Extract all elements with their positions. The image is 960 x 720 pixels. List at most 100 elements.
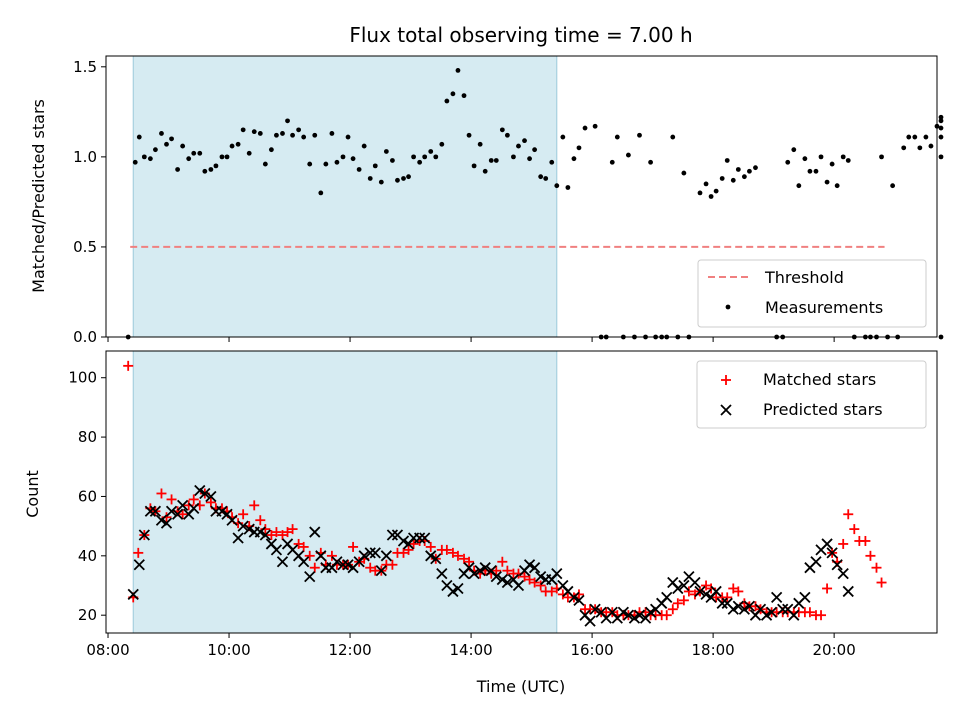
predicted-star-point xyxy=(380,550,392,562)
predicted-star-point xyxy=(568,591,580,604)
x-tick-label: 10:00 xyxy=(207,641,250,659)
measurement-point xyxy=(824,179,830,185)
predicted-star-point xyxy=(127,588,139,601)
measurement-point xyxy=(730,177,736,183)
measurement-point xyxy=(296,127,302,133)
measurement-point xyxy=(928,143,934,149)
predicted-star-point xyxy=(144,505,157,517)
predicted-star-point xyxy=(628,612,641,624)
predicted-star-point xyxy=(535,570,547,583)
predicted-star-point xyxy=(622,609,635,621)
measurement-point xyxy=(708,194,714,199)
predicted-star-point xyxy=(821,538,833,550)
measurement-point xyxy=(813,168,819,174)
matched-star-point xyxy=(871,562,882,573)
chart-title: Flux total observing time = 7.00 h xyxy=(349,23,692,47)
measurement-point xyxy=(697,190,703,196)
matched-star-point xyxy=(255,515,266,526)
legend-measurements-label: Measurements xyxy=(765,298,883,317)
predicted-star-point xyxy=(133,559,145,571)
measurement-point xyxy=(334,159,340,165)
matched-star-point xyxy=(271,527,282,538)
measurement-point xyxy=(499,127,505,133)
measurement-point xyxy=(713,188,719,194)
legend-bottom-frame xyxy=(696,360,927,429)
matched-star-point xyxy=(683,586,694,597)
measurement-point xyxy=(834,183,840,189)
predicted-star-point xyxy=(468,567,480,580)
measurement-point xyxy=(890,183,896,189)
measurement-point xyxy=(938,134,944,140)
predicted-star-point xyxy=(788,609,800,621)
y-tick-label: 40 xyxy=(78,547,97,565)
matched-star-point xyxy=(287,524,298,535)
x-tick-label: 14:00 xyxy=(449,641,492,659)
matched-star-point xyxy=(535,580,546,591)
measurement-point xyxy=(132,159,138,165)
measurement-point xyxy=(923,134,929,140)
matched-star-point xyxy=(398,547,409,558)
measurement-point xyxy=(433,154,439,160)
matched-star-point xyxy=(733,586,744,597)
y-tick-label: 80 xyxy=(78,428,97,446)
measurement-point xyxy=(938,154,944,160)
predicted-star-point xyxy=(304,570,316,583)
measurement-point xyxy=(785,159,791,165)
y-tick-label: 100 xyxy=(68,369,97,387)
measurement-point xyxy=(560,134,566,140)
measurement-point xyxy=(406,174,411,180)
measurement-point xyxy=(614,134,620,140)
predicted-star-point xyxy=(171,508,184,520)
measurement-point xyxy=(637,132,642,138)
measurement-point xyxy=(323,161,329,167)
measurement-point xyxy=(224,154,230,160)
matched-star-point xyxy=(326,550,337,561)
measurement-point xyxy=(938,334,944,340)
measurement-point xyxy=(251,129,257,135)
y-tick-label: 0.0 xyxy=(73,328,97,346)
measurement-point xyxy=(511,154,516,160)
measurement-point xyxy=(307,161,313,167)
matched-star-point xyxy=(728,583,739,594)
predicted-star-point xyxy=(617,606,629,618)
measurement-point xyxy=(938,125,944,131)
measurement-point xyxy=(917,145,923,151)
measurement-point xyxy=(213,163,219,169)
measurement-point xyxy=(565,185,571,190)
predicted-star-point xyxy=(474,565,486,577)
predicted-star-point xyxy=(199,487,211,500)
predicted-star-point xyxy=(777,603,789,615)
matched-star-point xyxy=(441,544,452,555)
predicted-star-point xyxy=(331,556,343,568)
predicted-star-point xyxy=(573,594,585,606)
y-tick-label: 1.0 xyxy=(73,148,97,166)
measurement-point xyxy=(592,123,598,129)
measurement-point xyxy=(488,158,494,163)
matched-star-point xyxy=(838,538,849,549)
y-tick-label: 0.5 xyxy=(73,238,97,256)
measurement-point xyxy=(329,131,335,136)
measurement-point xyxy=(147,156,153,162)
measurement-point xyxy=(554,183,560,189)
measurement-point xyxy=(274,132,279,138)
predicted-star-point xyxy=(694,585,706,598)
matched-star-point xyxy=(238,509,249,520)
predicted-star-point xyxy=(826,547,838,559)
matched-star-point xyxy=(524,574,535,585)
matched-star-point xyxy=(249,500,260,511)
matched-star-point xyxy=(678,595,689,606)
predicted-star-point xyxy=(397,535,410,547)
y-tick-label: 1.5 xyxy=(73,58,97,76)
measurement-point xyxy=(229,143,235,149)
matched-star-point xyxy=(304,550,315,561)
matched-star-point xyxy=(447,547,458,558)
matched-star-point xyxy=(672,598,683,609)
measurement-point xyxy=(219,154,225,160)
measurement-point xyxy=(845,158,851,163)
predicted-star-point xyxy=(661,591,673,604)
measurement-point xyxy=(493,158,499,163)
bottom-ylabel: Count xyxy=(23,470,42,518)
predicted-star-point xyxy=(205,490,217,503)
x-tick-label: 12:00 xyxy=(328,641,371,659)
predicted-star-point xyxy=(727,603,739,615)
